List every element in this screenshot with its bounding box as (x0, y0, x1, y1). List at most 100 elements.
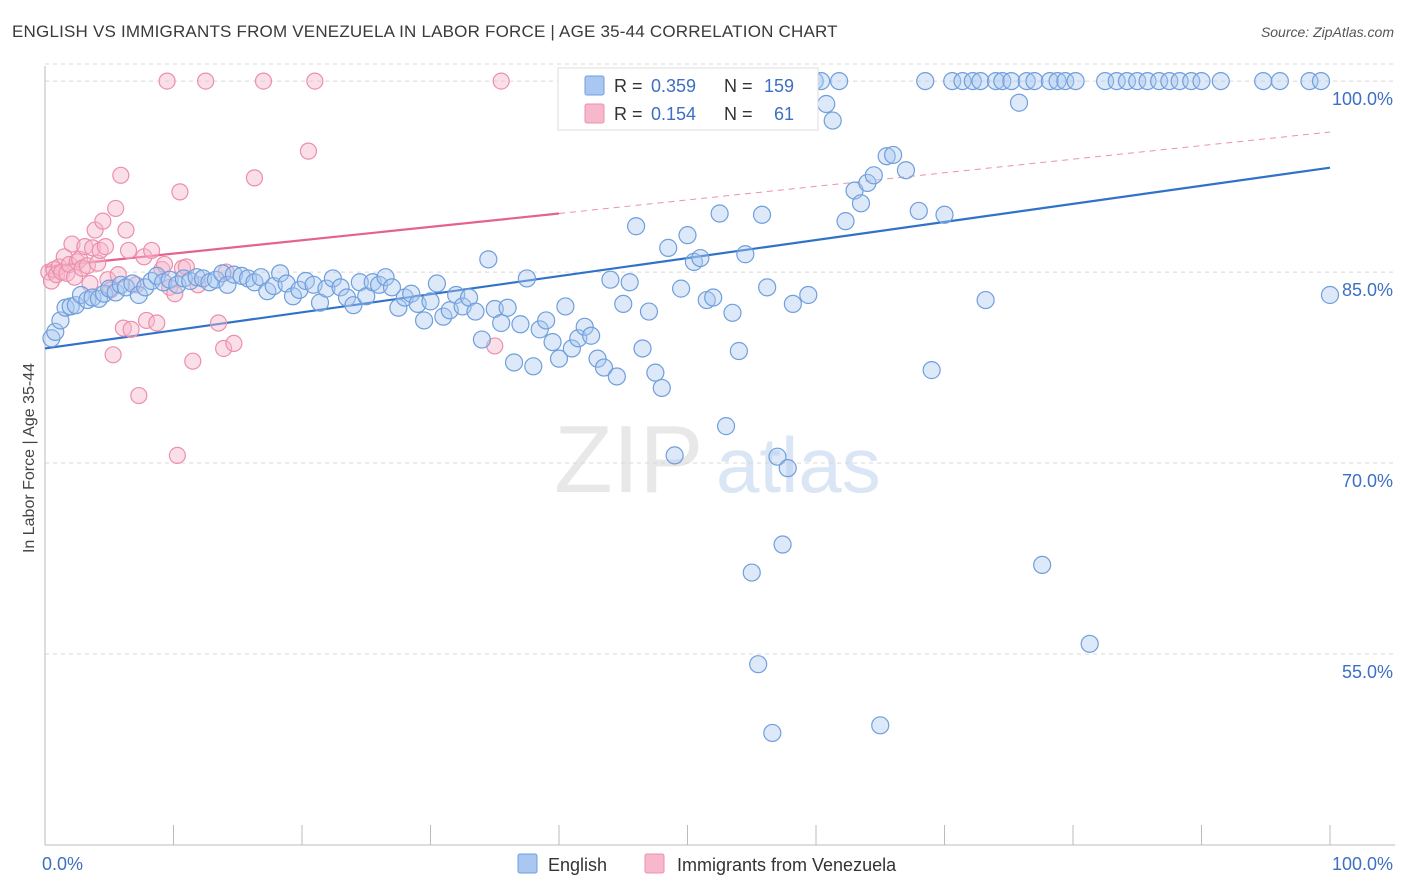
english-point (389, 298, 408, 317)
english-point (953, 71, 972, 91)
english-point (1149, 71, 1169, 91)
legend-bottom-venezuela-label: Immigrants from Venezuela (677, 855, 897, 875)
english-point (111, 275, 130, 294)
points-english (42, 71, 1340, 743)
english-point (736, 245, 755, 264)
english-point (1320, 285, 1340, 305)
english-point (1009, 93, 1029, 112)
english-point (498, 298, 517, 317)
english-point (943, 71, 962, 91)
english-point (530, 320, 549, 339)
y-tick-label: 70.0% (1342, 471, 1393, 491)
english-point (851, 194, 871, 213)
english-point (963, 71, 982, 91)
x-tick-label-min: 0.0% (42, 854, 83, 874)
english-point (864, 166, 883, 185)
venezuela-point (184, 352, 202, 370)
english-point (778, 459, 797, 478)
english-point (1025, 71, 1044, 91)
english-point (773, 535, 792, 554)
english-point (601, 270, 620, 289)
english-point (1033, 555, 1052, 575)
venezuela-point (225, 334, 243, 352)
english-point (678, 226, 697, 245)
english-point (1311, 71, 1331, 91)
english-point (337, 288, 357, 307)
english-point (588, 349, 607, 368)
venezuela-point (130, 386, 148, 405)
venezuela-point (254, 72, 273, 90)
venezuela-point (168, 446, 186, 465)
legend-bottom-venezuela-swatch (644, 853, 665, 874)
english-point (620, 273, 639, 292)
english-point (704, 288, 723, 307)
axis-layer: 100.0% 85.0% 70.0% 55.0% 0.0% 100.0% (42, 66, 1395, 874)
x-tick-label-max: 100.0% (1332, 854, 1393, 874)
english-point (594, 358, 614, 377)
venezuela-point (96, 238, 114, 256)
watermark-zip: ZIP (554, 406, 703, 513)
english-point (823, 111, 842, 130)
chart-source: Source: ZipAtlas.com (1260, 24, 1394, 40)
venezuela-point (158, 72, 176, 90)
english-point (971, 71, 990, 91)
venezuela-point (119, 241, 138, 260)
english-point (858, 173, 877, 193)
venezuela-point (94, 212, 112, 230)
english-point (1066, 71, 1085, 91)
english-point (986, 71, 1006, 91)
english-point (492, 313, 511, 333)
english-point (742, 563, 761, 582)
legend-venezuela-swatch (584, 103, 605, 124)
english-point (376, 268, 395, 287)
legend-venezuela-r-value: 0.154 (651, 104, 696, 124)
english-point (710, 204, 729, 223)
venezuela-point (104, 346, 122, 364)
english-trend-line (44, 166, 1331, 350)
venezuela-point (245, 169, 264, 187)
legend-english-n-label: N = (724, 76, 753, 96)
venezuela-point (171, 183, 189, 201)
english-point (922, 361, 941, 380)
english-point (614, 294, 633, 314)
english-point (421, 292, 440, 311)
english-point (129, 285, 148, 305)
chart-title: ENGLISH VS IMMIGRANTS FROM VENEZUELA IN … (12, 22, 838, 41)
english-point (1192, 71, 1211, 91)
english-point (768, 447, 787, 466)
english-point (1254, 71, 1273, 91)
english-point (607, 367, 626, 386)
venezuela-point (122, 320, 140, 338)
english-point (224, 265, 243, 284)
english-point (659, 238, 678, 257)
english-point (1017, 71, 1036, 91)
venezuela-point (137, 311, 156, 330)
english-point (78, 290, 97, 310)
venezuela-trend-extension (558, 131, 1331, 215)
english-point (883, 145, 903, 165)
venezuela-point (107, 199, 125, 218)
english-point (896, 161, 916, 180)
english-point (976, 290, 995, 310)
legend-venezuela-n-value: 61 (774, 104, 794, 124)
english-point (504, 353, 524, 372)
english-point (646, 363, 665, 382)
venezuela-point (299, 142, 318, 160)
y-tick-label: 55.0% (1342, 662, 1393, 682)
english-point (1270, 71, 1289, 91)
english-point (46, 322, 65, 342)
english-point (511, 315, 530, 334)
y-axis-title: In Labor Force | Age 35-44 (21, 363, 38, 553)
english-point (830, 71, 849, 91)
english-point (626, 217, 646, 236)
english-point (1056, 71, 1075, 91)
english-point (1128, 71, 1147, 91)
venezuela-point (306, 72, 324, 90)
english-point (142, 271, 161, 291)
english-point (556, 297, 575, 316)
english-point (466, 302, 485, 321)
english-point (1160, 71, 1179, 91)
english-point (95, 284, 114, 303)
